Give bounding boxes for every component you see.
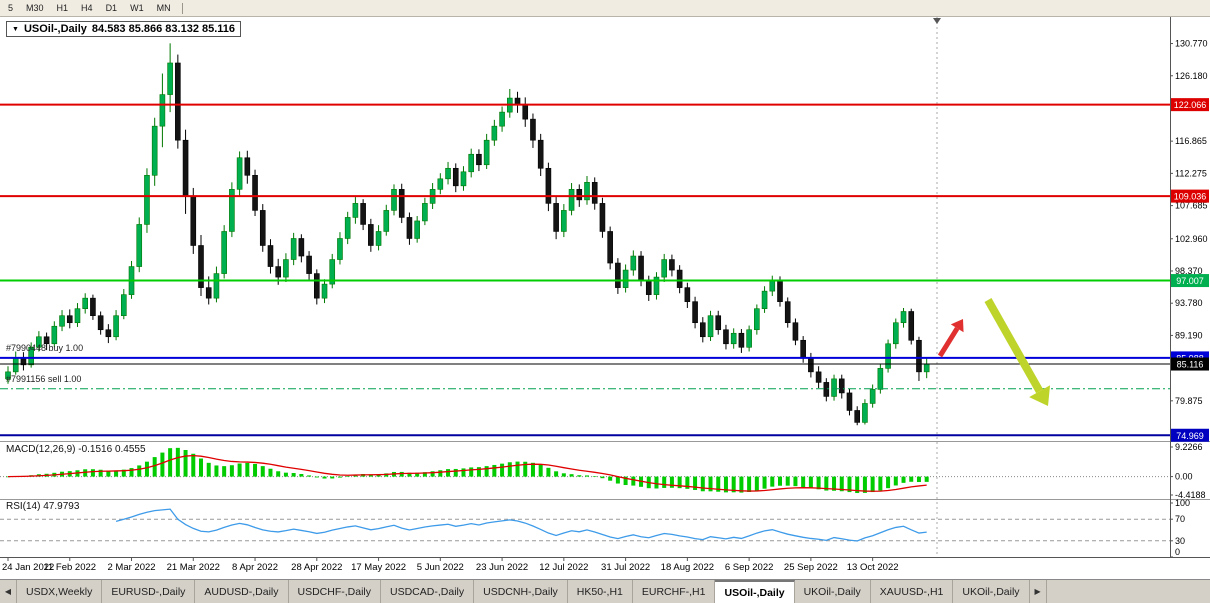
svg-text:102.960: 102.960 — [1175, 234, 1208, 244]
rsi-pane — [0, 508, 1170, 542]
svg-text:6 Sep 2022: 6 Sep 2022 — [725, 562, 774, 573]
svg-text:9.2266: 9.2266 — [1175, 442, 1203, 452]
chart-canvas[interactable]: 130.770 126.180 116.865 112.275 107.685 102.9… — [0, 0, 1210, 579]
svg-text:112.275: 112.275 — [1175, 168, 1207, 178]
chart-tab-usdcnh-daily-5[interactable]: USDCNH-,Daily — [474, 580, 568, 603]
chart-tab-hk50-h1-6[interactable]: HK50-,H1 — [567, 580, 633, 603]
chart-tab-audusd-daily-2[interactable]: AUDUSD-,Daily — [195, 580, 289, 603]
svg-text:23 Jun 2022: 23 Jun 2022 — [476, 562, 528, 573]
dropdown-triangle-icon[interactable]: ▼ — [12, 25, 19, 33]
svg-text:70: 70 — [1175, 514, 1185, 524]
svg-text:5 Jun 2022: 5 Jun 2022 — [417, 562, 464, 573]
svg-text:11 Feb 2022: 11 Feb 2022 — [43, 562, 96, 573]
ohlc-values: 84.583 85.866 83.132 85.116 — [91, 23, 236, 35]
tabs-scroll-right-icon[interactable]: ▶ — [1029, 580, 1047, 603]
chart-tab-ukoil-daily-11[interactable]: UKOil-,Daily — [953, 580, 1030, 603]
svg-text:13 Oct 2022: 13 Oct 2022 — [847, 562, 899, 573]
timeframe-5-button[interactable]: 5 — [8, 3, 14, 13]
svg-text:17 May 2022: 17 May 2022 — [351, 562, 406, 573]
rsi-indicator-label: RSI(14) 47.9793 — [6, 501, 80, 512]
timeframe-m30-button[interactable]: M30 — [26, 3, 44, 13]
buy-order-label: #7990448 buy 1.00 — [6, 343, 84, 353]
svg-text:107.685: 107.685 — [1175, 201, 1208, 211]
toolbar-separator — [181, 2, 183, 14]
timeframe-d1-button[interactable]: D1 — [105, 3, 118, 13]
timeframe-h1-button[interactable]: H1 — [56, 3, 69, 13]
chart-tab-eurusd-daily-1[interactable]: EURUSD-,Daily — [102, 580, 196, 603]
svg-text:122.066: 122.066 — [1174, 100, 1207, 110]
svg-text:2 Mar 2022: 2 Mar 2022 — [107, 562, 155, 573]
chart-title: ▼ USOil-,Daily 84.583 85.866 83.132 85.1… — [6, 21, 242, 37]
chart-tab-ukoil-daily-9[interactable]: UKOil-,Daily — [794, 580, 871, 603]
svg-text:18 Aug 2022: 18 Aug 2022 — [661, 562, 714, 573]
price-axis[interactable]: 130.770 126.180 116.865 112.275 107.685 102.9… — [1170, 39, 1209, 558]
horizontal-level-lines[interactable] — [0, 103, 1170, 437]
svg-text:0.00: 0.00 — [1175, 472, 1193, 482]
svg-text:28 Apr 2022: 28 Apr 2022 — [291, 562, 342, 573]
candlestick-series — [5, 43, 930, 426]
svg-text:21 Mar 2022: 21 Mar 2022 — [167, 562, 220, 573]
svg-text:30: 30 — [1175, 536, 1185, 546]
svg-text:8 Apr 2022: 8 Apr 2022 — [232, 562, 278, 573]
macd-indicator-label: MACD(12,26,9) -0.1516 0.4555 — [6, 444, 146, 455]
chart-tab-usdcad-daily-4[interactable]: USDCAD-,Daily — [381, 580, 475, 603]
chart-shift-marker — [933, 17, 941, 557]
timeframe-w1-button[interactable]: W1 — [130, 3, 144, 13]
chart-tab-usoil-daily-8[interactable]: USOil-,Daily — [715, 580, 795, 603]
svg-text:97.007: 97.007 — [1176, 276, 1204, 286]
chart-tab-usdx-weekly-0[interactable]: USDX,Weekly — [17, 580, 103, 603]
svg-text:100: 100 — [1175, 498, 1190, 508]
svg-text:25 Sep 2022: 25 Sep 2022 — [784, 562, 838, 573]
chart-tab-usdchf-daily-3[interactable]: USDCHF-,Daily — [288, 580, 382, 603]
chart-tab-xauusd-h1-10[interactable]: XAUUSD-,H1 — [870, 580, 954, 603]
svg-text:74.969: 74.969 — [1176, 431, 1204, 441]
svg-text:31 Jul 2022: 31 Jul 2022 — [601, 562, 650, 573]
svg-text:109.036: 109.036 — [1174, 192, 1207, 202]
tabs-scroll-left-icon[interactable]: ◀ — [0, 580, 17, 603]
svg-text:116.865: 116.865 — [1175, 136, 1207, 146]
svg-text:12 Jul 2022: 12 Jul 2022 — [539, 562, 588, 573]
symbol-tabbar: ◀ USDX,Weekly EURUSD-,Daily AUDUSD-,Daily US… — [0, 579, 1210, 603]
symbol-name: USOil-,Daily — [23, 23, 87, 35]
timeframe-h4-button[interactable]: H4 — [81, 3, 93, 13]
svg-text:126.180: 126.180 — [1175, 71, 1208, 81]
annotation-arrows — [937, 298, 1051, 406]
sell-order-label: #7991156 sell 1.00 — [6, 374, 82, 384]
svg-text:85.116: 85.116 — [1177, 360, 1204, 370]
macd-pane — [0, 447, 1170, 494]
svg-text:89.190: 89.190 — [1175, 330, 1203, 340]
timeframe-toolbar: 5 M30 H1 H4 D1 W1 MN — [0, 0, 1210, 17]
timeframe-mn-button[interactable]: MN — [156, 3, 171, 13]
svg-text:130.770: 130.770 — [1175, 39, 1208, 49]
svg-text:-4.4188: -4.4188 — [1175, 490, 1206, 500]
chart-frame — [0, 17, 1210, 558]
svg-text:24 Jan 2022: 24 Jan 2022 — [2, 562, 54, 573]
chart-tab-eurchf-h1-7[interactable]: EURCHF-,H1 — [632, 580, 716, 603]
svg-text:0: 0 — [1175, 547, 1180, 557]
svg-text:79.875: 79.875 — [1175, 396, 1203, 406]
svg-text:93.780: 93.780 — [1175, 298, 1203, 308]
svg-text:98.370: 98.370 — [1175, 266, 1203, 276]
